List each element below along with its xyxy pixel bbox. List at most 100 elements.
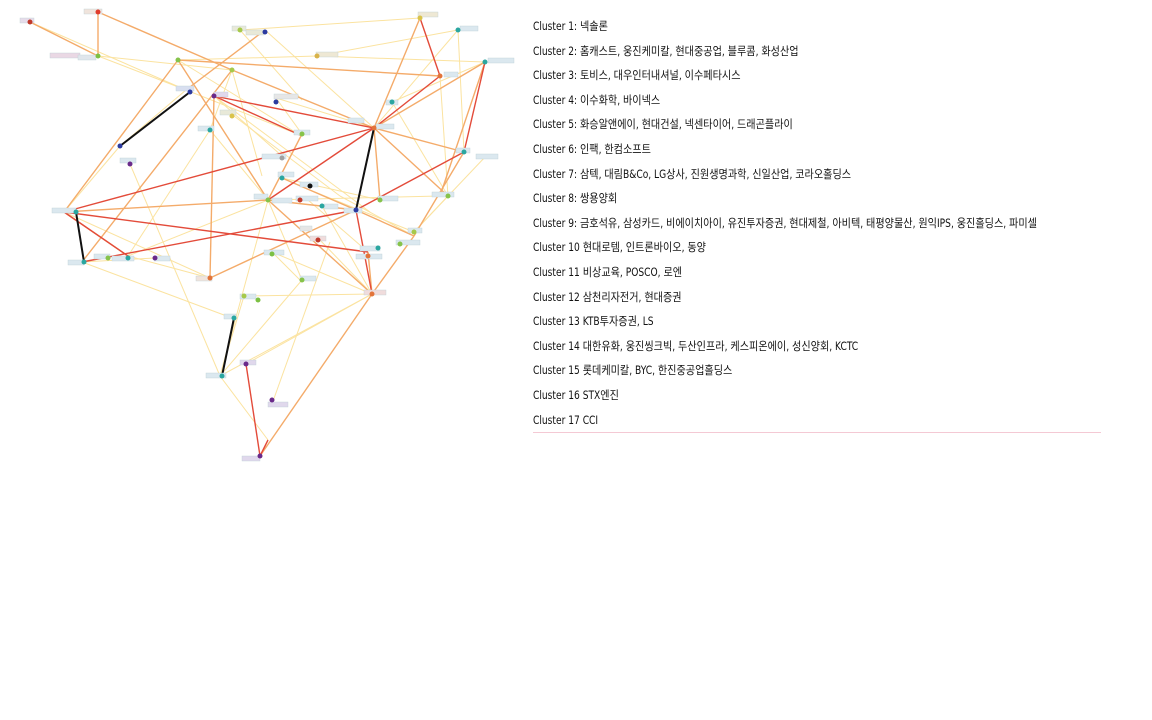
graph-edge	[81, 209, 357, 263]
graph-edge	[233, 115, 341, 197]
graph-edge	[281, 177, 381, 201]
cluster-label: Cluster 1:	[533, 19, 578, 33]
graph-edge	[243, 293, 373, 297]
graph-edge	[177, 55, 318, 61]
graph-node	[175, 57, 181, 63]
graph-edge	[355, 151, 465, 211]
graph-edge	[373, 17, 421, 129]
graph-edge	[321, 205, 373, 295]
graph-node	[127, 161, 133, 167]
graph-edge	[29, 21, 187, 91]
graph-edge	[267, 127, 375, 201]
node-label	[277, 171, 295, 178]
graph-node	[269, 251, 275, 257]
node-label	[49, 52, 81, 59]
cluster-label: Cluster 13	[533, 314, 580, 329]
cluster-row: Cluster 12 삼천리자전거, 현대증권	[533, 285, 1033, 310]
graph-node	[461, 149, 467, 155]
node-label	[487, 57, 515, 64]
graph-node	[279, 175, 285, 181]
cluster-label: Cluster 4:	[533, 92, 578, 107]
cluster-members: 삼천리자전거, 현대증권	[582, 289, 682, 304]
cluster-members: 홈캐스트, 웅진케미칼, 현대중공업, 블루콤, 화성산업	[579, 43, 799, 58]
graph-edge	[457, 29, 465, 153]
graph-edge	[213, 95, 375, 129]
graph-edge	[245, 363, 261, 457]
graph-node	[229, 113, 235, 119]
node-label	[245, 29, 265, 36]
cluster-row: Cluster 4: 이수화학, 바이넥스	[533, 88, 1033, 113]
graph-edge	[317, 237, 373, 295]
graph-node	[207, 127, 213, 133]
graph-edge	[316, 29, 459, 57]
cluster-members: 금호석유, 삼성카드, 비에이치아이, 유진투자증권, 현대제철, 아비텍, 태…	[579, 215, 1037, 230]
cluster-label: Cluster 16	[533, 387, 580, 402]
graph-edge	[419, 17, 441, 77]
graph-edge	[373, 61, 486, 129]
cluster-row: Cluster 10 현대로템, 인트론바이오, 동양	[533, 235, 1033, 260]
graph-node	[257, 453, 263, 459]
graph-node	[389, 99, 395, 105]
graph-edge	[275, 97, 303, 135]
node-label	[395, 239, 421, 246]
node-label	[459, 25, 479, 32]
cluster-label: Cluster 6:	[533, 141, 578, 156]
cluster-row: Cluster 16 STX엔진	[533, 383, 1033, 408]
graph-node	[397, 241, 403, 247]
graph-edge	[373, 127, 381, 201]
graph-node	[319, 203, 325, 209]
node-label	[51, 207, 77, 214]
graph-edge	[185, 89, 301, 136]
graph-edge	[81, 261, 233, 319]
graph-edge	[316, 55, 486, 63]
graph-edge	[177, 59, 301, 136]
graph-node	[105, 255, 111, 261]
graph-edge	[264, 29, 375, 129]
graph-node	[299, 277, 305, 283]
node-label	[273, 93, 299, 100]
graph-node	[241, 293, 247, 299]
graph-edge	[463, 61, 486, 153]
node-label	[343, 207, 363, 214]
graph-node	[482, 59, 488, 65]
graph-edge	[97, 11, 233, 71]
graph-node	[455, 27, 461, 33]
cluster-members: 현대로템, 인트론바이오, 동양	[582, 240, 706, 255]
graph-edge	[267, 199, 373, 295]
cluster-members: 토비스, 대우인터내셔널, 이수페타시스	[579, 68, 741, 83]
graph-edge	[75, 211, 85, 263]
cluster-row: Cluster 8: 쌍용양회	[533, 186, 1033, 211]
graph-edge	[373, 75, 441, 129]
strong-edges	[63, 17, 486, 457]
cluster-members: 인팩, 한컴소프트	[579, 141, 651, 156]
graph-node	[73, 209, 79, 215]
cluster-label: Cluster 15	[533, 363, 580, 378]
node-label	[19, 17, 35, 24]
graph-node	[117, 143, 123, 149]
graph-node	[265, 197, 271, 203]
graph-edge	[127, 129, 211, 257]
node-label	[83, 8, 103, 15]
graph-edge	[209, 209, 357, 279]
graph-edge	[119, 91, 191, 147]
cluster-label: Cluster 14	[533, 338, 580, 353]
graph-node	[95, 53, 101, 59]
cluster-members: KTB투자증권, LS	[582, 314, 654, 329]
graph-edge	[355, 209, 415, 237]
graph-node	[273, 99, 279, 105]
graph-node	[365, 253, 371, 259]
graph-edge	[373, 127, 449, 197]
graph-edge	[219, 279, 303, 377]
node-label	[205, 372, 227, 379]
cluster-members: 롯데케미칼, BYC, 한진중공업홀딩스	[582, 363, 733, 378]
graph-edge	[271, 251, 373, 295]
cluster-legend: Cluster 1: 넥솔론 Cluster 2: 홈캐스트, 웅진케미칼, 현…	[533, 14, 1101, 432]
graph-edge	[63, 211, 211, 279]
cluster-members: 넥솔론	[579, 19, 608, 33]
graph-node	[411, 229, 417, 235]
graph-edge	[239, 17, 421, 31]
graph-edge	[391, 61, 486, 103]
cluster-label: Cluster 17	[533, 412, 580, 427]
node-label	[111, 255, 135, 262]
graph-node	[371, 125, 377, 131]
